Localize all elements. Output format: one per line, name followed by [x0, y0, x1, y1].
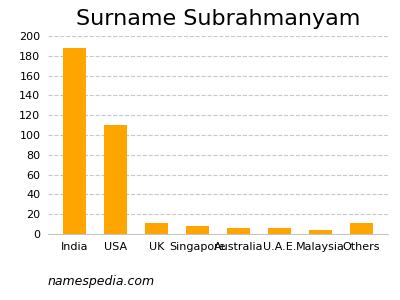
Text: namespedia.com: namespedia.com	[48, 275, 155, 288]
Bar	[145, 223, 168, 234]
Title: Surname Subrahmanyam: Surname Subrahmanyam	[76, 9, 360, 29]
Bar	[268, 228, 291, 234]
Bar	[186, 226, 209, 234]
Bar	[309, 230, 332, 234]
Bar	[350, 223, 372, 234]
Bar	[64, 48, 86, 234]
Bar	[104, 125, 127, 234]
Bar	[227, 228, 250, 234]
